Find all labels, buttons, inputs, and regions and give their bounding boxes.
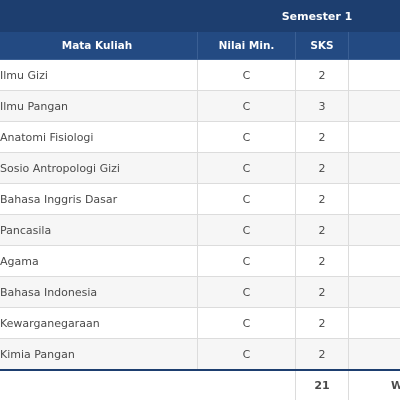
course-row: Agama C 2 <box>0 245 400 277</box>
extra-cell <box>348 307 400 339</box>
extra-cell <box>348 183 400 215</box>
min-grade: C <box>197 183 296 215</box>
footer-row: 21W <box>0 369 400 400</box>
extra-cell <box>348 90 400 122</box>
extra-cell <box>348 276 400 308</box>
extra-cell <box>348 152 400 184</box>
course-row: Ilmu Gizi C 2 <box>0 59 400 91</box>
min-grade: C <box>197 152 296 184</box>
min-grade: C <box>197 338 296 371</box>
min-grade: C <box>197 59 296 91</box>
semester-row: Semester 1 <box>0 0 400 32</box>
course-row: Bahasa Inggris Dasar C 2 <box>0 183 400 215</box>
course-name: Sosio Antropologi Gizi <box>0 152 198 184</box>
course-row: Sosio Antropologi Gizi C 2 <box>0 152 400 184</box>
extra-cell <box>348 245 400 277</box>
min-grade: C <box>197 90 296 122</box>
footer-blank <box>197 369 296 400</box>
column-header-extra <box>348 31 400 60</box>
credits: 2 <box>295 276 349 308</box>
blank-header <box>0 0 198 32</box>
course-name: Anatomi Fisiologi <box>0 121 198 153</box>
credits: 2 <box>295 338 349 371</box>
course-row: Ilmu Pangan C 3 <box>0 90 400 122</box>
footer-blank <box>0 369 198 400</box>
extra-cell <box>348 338 400 371</box>
min-grade: C <box>197 245 296 277</box>
min-grade: C <box>197 121 296 153</box>
credits: 2 <box>295 307 349 339</box>
extra-cell <box>348 121 400 153</box>
footer-label: W <box>348 369 400 400</box>
credits: 2 <box>295 152 349 184</box>
semester-title: Semester 1 <box>197 0 400 32</box>
course-row: Bahasa Indonesia C 2 <box>0 276 400 308</box>
course-name: Ilmu Pangan <box>0 90 198 122</box>
min-grade: C <box>197 276 296 308</box>
header-row: Mata Kuliah Nilai Min. SKS <box>0 31 400 60</box>
credits: 2 <box>295 183 349 215</box>
credits: 2 <box>295 245 349 277</box>
min-grade: C <box>197 214 296 246</box>
course-name: Agama <box>0 245 198 277</box>
extra-cell <box>348 59 400 91</box>
table-body: Ilmu Gizi C 2 Ilmu Pangan C 3 Anatomi Fisiolog… <box>0 59 400 400</box>
course-name: Ilmu Gizi <box>0 59 198 91</box>
column-header: SKS <box>295 31 349 60</box>
course-name: Pancasila <box>0 214 198 246</box>
course-name: Bahasa Inggris Dasar <box>0 183 198 215</box>
credits: 2 <box>295 121 349 153</box>
course-row: Kewarganegaraan C 2 <box>0 307 400 339</box>
credits: 2 <box>295 214 349 246</box>
course-row: Pancasila C 2 <box>0 214 400 246</box>
min-grade: C <box>197 307 296 339</box>
column-header: Nilai Min. <box>197 31 296 60</box>
course-row: Kimia Pangan C 2 <box>0 338 400 371</box>
credits: 2 <box>295 59 349 91</box>
column-header: Mata Kuliah <box>0 31 198 60</box>
credits: 3 <box>295 90 349 122</box>
extra-cell <box>348 214 400 246</box>
course-name: Kimia Pangan <box>0 338 198 371</box>
course-name: Kewarganegaraan <box>0 307 198 339</box>
course-row: Anatomi Fisiologi C 2 <box>0 121 400 153</box>
total-credits: 21 <box>295 369 349 400</box>
course-name: Bahasa Indonesia <box>0 276 198 308</box>
